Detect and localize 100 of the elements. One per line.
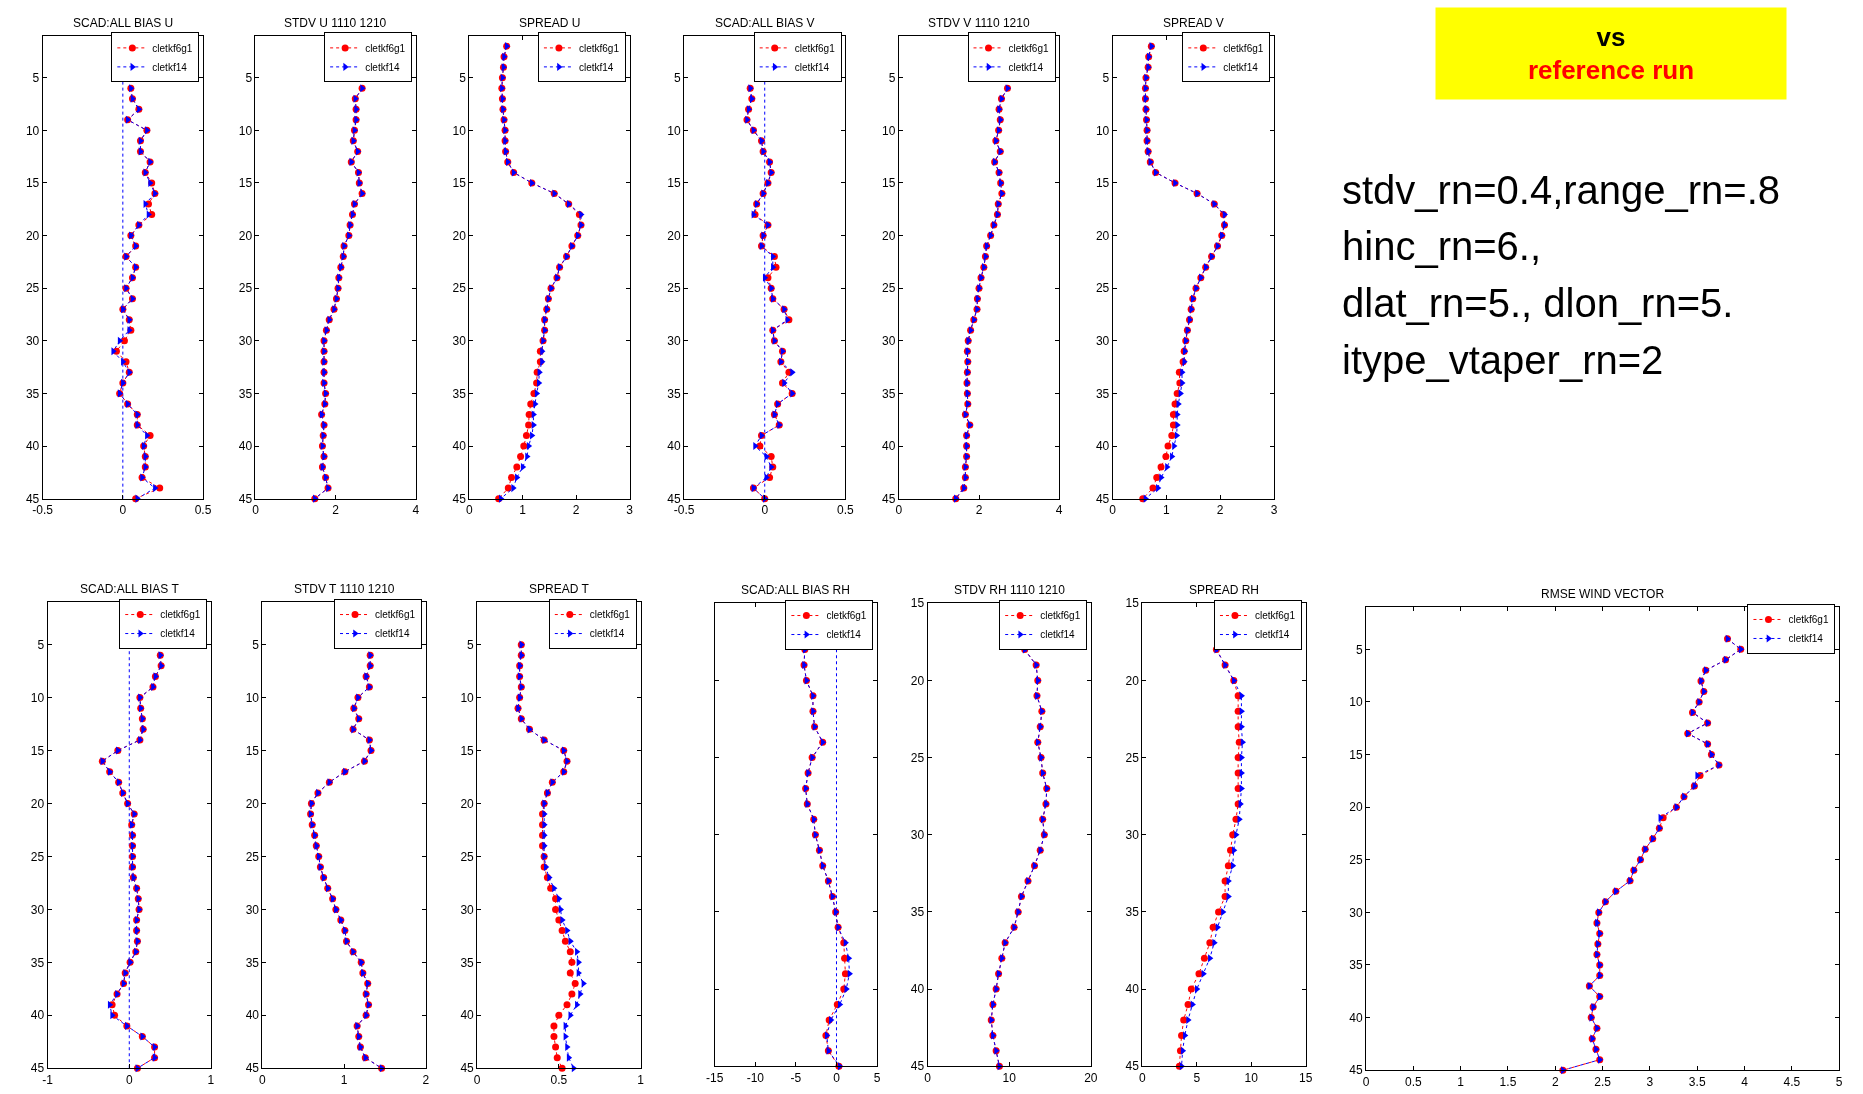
legend-label: cletkf6g1 <box>152 42 193 54</box>
y-tick-label: 30 <box>1349 905 1363 920</box>
x-tick-label: 0 <box>465 503 473 518</box>
x-tick-label: 2 <box>332 503 340 518</box>
legend-label: cletkf6g1 <box>1788 614 1829 626</box>
y-tick-label: 40 <box>1125 982 1140 997</box>
legend-label: cletkf14 <box>160 628 196 640</box>
x-tick-label: 0.5 <box>550 1072 568 1087</box>
y-tick-label: 40 <box>1349 1010 1363 1025</box>
y-tick-label: 30 <box>1095 333 1110 348</box>
y-tick-label: 35 <box>882 386 896 401</box>
y-tick-label: 20 <box>245 796 260 811</box>
x-tick-label: 2 <box>422 1072 430 1087</box>
x-tick-label: 0 <box>1138 1070 1146 1085</box>
chart-title: SPREAD U <box>519 16 581 30</box>
text: reference run <box>1527 55 1695 86</box>
y-tick-label: 45 <box>238 491 253 506</box>
y-tick-label: 45 <box>245 1061 260 1076</box>
x-tick-label: 4 <box>1055 503 1063 518</box>
y-tick-label: 30 <box>667 333 681 348</box>
x-tick-label: 5 <box>1835 1074 1843 1089</box>
y-tick-label: 40 <box>882 439 896 454</box>
x-tick-label: 1 <box>637 1072 645 1087</box>
y-tick-label: 40 <box>452 439 467 454</box>
y-tick-label: 5 <box>37 637 45 652</box>
y-tick-label: 45 <box>1095 491 1110 506</box>
y-tick-label: 10 <box>667 123 681 138</box>
y-tick-label: 15 <box>245 743 260 758</box>
text: stdv_rn=0.4,range_rn=.8 <box>1342 168 1781 212</box>
y-tick-label: 45 <box>1125 1059 1140 1074</box>
text: itype_vtaper_rn=2 <box>1342 338 1664 382</box>
legend-label: cletkf14 <box>826 629 862 641</box>
y-tick-label: 10 <box>25 123 40 138</box>
legend-label: cletkf6g1 <box>589 609 631 621</box>
x-tick-label: 2 <box>1216 503 1224 518</box>
y-tick-label: 20 <box>452 228 467 243</box>
x-tick-label: 3.5 <box>1688 1074 1706 1089</box>
y-tick-label: 5 <box>888 70 896 85</box>
y-tick-label: 40 <box>238 439 253 454</box>
y-tick-label: 10 <box>460 690 475 705</box>
y-tick-label: 35 <box>460 955 475 970</box>
y-tick-label: 30 <box>460 902 475 917</box>
y-tick-label: 35 <box>245 955 260 970</box>
y-tick-label: 25 <box>1125 750 1140 765</box>
x-tick-label: 0 <box>761 503 769 518</box>
y-tick-label: 45 <box>910 1059 925 1074</box>
legend-label: cletkf14 <box>589 628 625 640</box>
x-tick-label: -0.5 <box>673 503 695 518</box>
x-tick-label: 2.5 <box>1594 1074 1612 1089</box>
x-tick-label: 3 <box>1646 1074 1654 1089</box>
chart-title: SCAD:ALL BIAS T <box>80 582 180 596</box>
legend-label: cletkf6g1 <box>1223 42 1264 54</box>
x-tick-label: 3 <box>626 503 634 518</box>
x-tick-label: -15 <box>706 1070 724 1085</box>
legend-label: cletkf14 <box>1040 629 1076 641</box>
y-tick-label: 25 <box>460 849 475 864</box>
legend-label: cletkf6g1 <box>1254 610 1296 622</box>
y-tick-label: 20 <box>1125 673 1140 688</box>
y-tick-label: 15 <box>25 176 40 191</box>
y-tick-label: 20 <box>25 228 40 243</box>
x-tick-label: 0 <box>119 503 127 518</box>
x-tick-label: -1 <box>42 1072 54 1087</box>
y-tick-label: 15 <box>460 743 475 758</box>
x-tick-label: 0.5 <box>194 503 212 518</box>
text: vs <box>1596 21 1626 52</box>
chart-title: STDV U 1110 1210 <box>284 16 387 30</box>
y-tick-label: 10 <box>245 690 260 705</box>
x-tick-label: 2 <box>975 503 983 518</box>
y-tick-label: 10 <box>238 123 253 138</box>
chart-title: RMSE WIND VECTOR <box>1541 587 1665 601</box>
y-tick-label: 40 <box>667 439 681 454</box>
y-tick-label: 10 <box>882 123 896 138</box>
legend-label: cletkf6g1 <box>375 609 416 621</box>
y-tick-label: 25 <box>452 281 467 296</box>
x-tick-label: 1 <box>1457 1074 1465 1089</box>
x-tick-label: 1 <box>1163 503 1171 518</box>
x-tick-label: 15 <box>1298 1070 1313 1085</box>
x-tick-label: 20 <box>1084 1070 1098 1085</box>
x-tick-label: -0.5 <box>32 503 54 518</box>
y-tick-label: 5 <box>467 637 475 652</box>
y-tick-label: 35 <box>1125 905 1140 920</box>
chart-title: SCAD:ALL BIAS RH <box>741 583 850 597</box>
y-tick-label: 30 <box>30 902 45 917</box>
legend-label: cletkf6g1 <box>365 42 406 54</box>
y-tick-label: 5 <box>459 70 467 85</box>
x-tick-label: 0 <box>924 1070 932 1085</box>
x-tick-label: 0 <box>252 503 260 518</box>
x-tick-label: 1 <box>207 1072 215 1087</box>
x-tick-label: 0 <box>1362 1074 1370 1089</box>
y-tick-label: 30 <box>452 333 467 348</box>
y-tick-label: 25 <box>25 281 40 296</box>
legend-label: cletkf6g1 <box>826 610 867 622</box>
y-tick-label: 25 <box>882 281 896 296</box>
x-tick-label: 2 <box>1551 1074 1559 1089</box>
y-tick-label: 45 <box>452 491 467 506</box>
y-tick-label: 25 <box>1349 852 1363 867</box>
y-tick-label: 20 <box>30 796 45 811</box>
y-tick-label: 30 <box>910 827 925 842</box>
x-tick-label: 0 <box>895 503 903 518</box>
chart-title: SCAD:ALL BIAS V <box>715 16 815 30</box>
